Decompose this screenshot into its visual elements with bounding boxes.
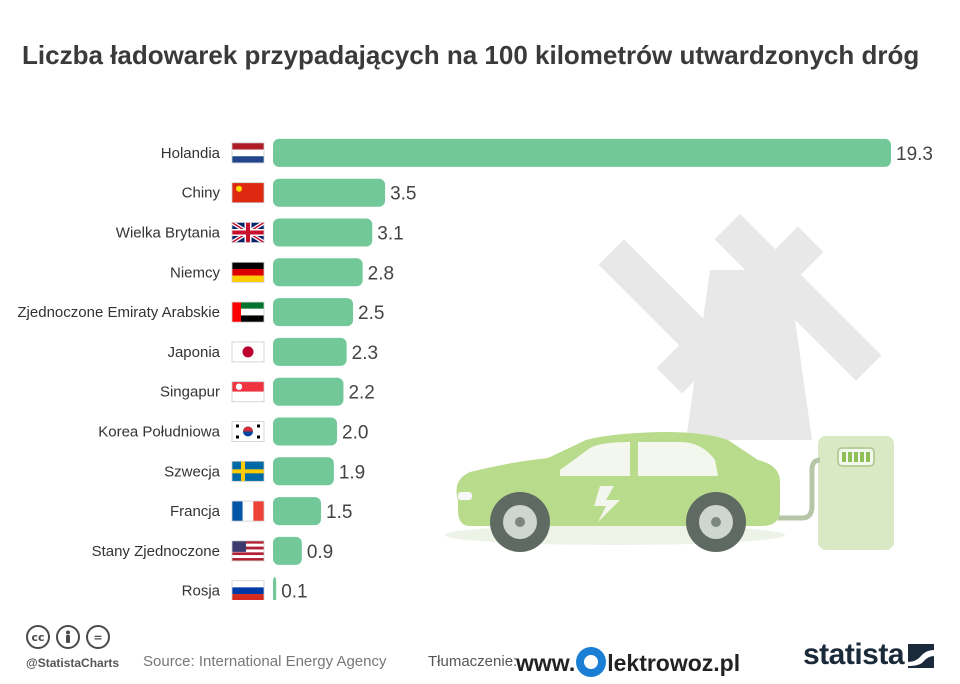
attribution-icon[interactable]	[56, 625, 80, 649]
category-label: Korea Południowa	[98, 424, 220, 441]
flag-cn-icon	[231, 182, 265, 204]
bar[interactable]	[273, 497, 322, 526]
bar-chart: Holandia 19.3 Chiny 3.5 Wielka Brytania 3.1 Ni…	[17, 138, 933, 600]
value-label: 19.3	[896, 144, 933, 165]
category-label: Japonia	[167, 344, 220, 361]
bar[interactable]	[273, 178, 386, 207]
bar[interactable]	[273, 138, 891, 167]
bar[interactable]	[273, 218, 373, 247]
flag-gb-icon	[230, 220, 266, 245]
flag-kr-icon	[231, 421, 265, 442]
category-label: Singapur	[160, 384, 220, 401]
bar[interactable]	[273, 417, 338, 446]
windmill	[598, 213, 882, 440]
electric-car	[445, 432, 785, 552]
value-label: 3.1	[377, 224, 403, 245]
site-prefix: www.	[516, 650, 576, 676]
chart-title: Liczba ładowarek przypadających na 100 k…	[22, 40, 920, 70]
category-label: Szwecja	[164, 463, 221, 480]
value-label: 2.3	[352, 343, 378, 364]
site-link[interactable]: www. lektrowoz.pl	[516, 647, 740, 677]
translation-label: Tłumaczenie:	[428, 653, 518, 670]
value-label: 2.5	[358, 303, 384, 324]
category-label: Niemcy	[170, 264, 221, 281]
category-label: Rosja	[182, 583, 221, 600]
flag-se-icon	[231, 460, 265, 482]
category-label: Zjednoczone Emiraty Arabskie	[17, 304, 220, 321]
flag-jp-icon	[231, 341, 265, 363]
category-label: Chiny	[182, 185, 221, 202]
statista-handle[interactable]: @StatistaCharts	[26, 656, 120, 670]
bar[interactable]	[273, 536, 302, 565]
value-label: 0.9	[307, 542, 333, 563]
bar[interactable]	[273, 298, 354, 327]
value-label: 2.0	[342, 423, 368, 444]
value-label: 1.9	[339, 462, 365, 483]
flag-sg-icon	[231, 381, 265, 403]
flag-nl-icon	[231, 142, 265, 164]
no-derivatives-icon[interactable]: =	[86, 625, 110, 649]
elektrowoz-logo-icon	[576, 647, 607, 677]
value-label: 2.2	[348, 383, 374, 404]
windmill-car-illustration	[445, 213, 894, 552]
category-label: Francja	[170, 503, 221, 520]
charging-station	[778, 436, 894, 550]
flag-ae-icon	[231, 301, 265, 323]
footer: cc = @StatistaCharts Source: Internation…	[0, 620, 960, 684]
cc-icon[interactable]: cc	[26, 625, 50, 649]
value-label: 2.8	[368, 263, 394, 284]
flag-us-icon	[231, 540, 265, 562]
flag-de-icon	[231, 261, 265, 283]
flag-fr-icon	[231, 500, 265, 522]
statista-mark-icon	[908, 644, 934, 668]
category-label: Wielka Brytania	[116, 225, 221, 242]
value-label: 1.5	[326, 502, 352, 523]
value-label: 0.1	[281, 582, 307, 600]
site-suffix: lektrowoz.pl	[607, 650, 741, 676]
bar[interactable]	[273, 258, 363, 287]
value-label: 3.5	[390, 184, 416, 205]
statista-logo[interactable]: statista	[803, 638, 905, 671]
bar[interactable]	[273, 377, 344, 406]
flag-ru-icon	[231, 580, 265, 600]
bar[interactable]	[273, 457, 334, 486]
license-icons: cc =	[26, 625, 110, 649]
bar[interactable]	[273, 576, 277, 600]
source-text: Source: International Energy Agency	[143, 653, 387, 670]
category-label: Stany Zjednoczone	[92, 543, 220, 560]
bar[interactable]	[273, 337, 347, 366]
category-label: Holandia	[161, 145, 221, 162]
